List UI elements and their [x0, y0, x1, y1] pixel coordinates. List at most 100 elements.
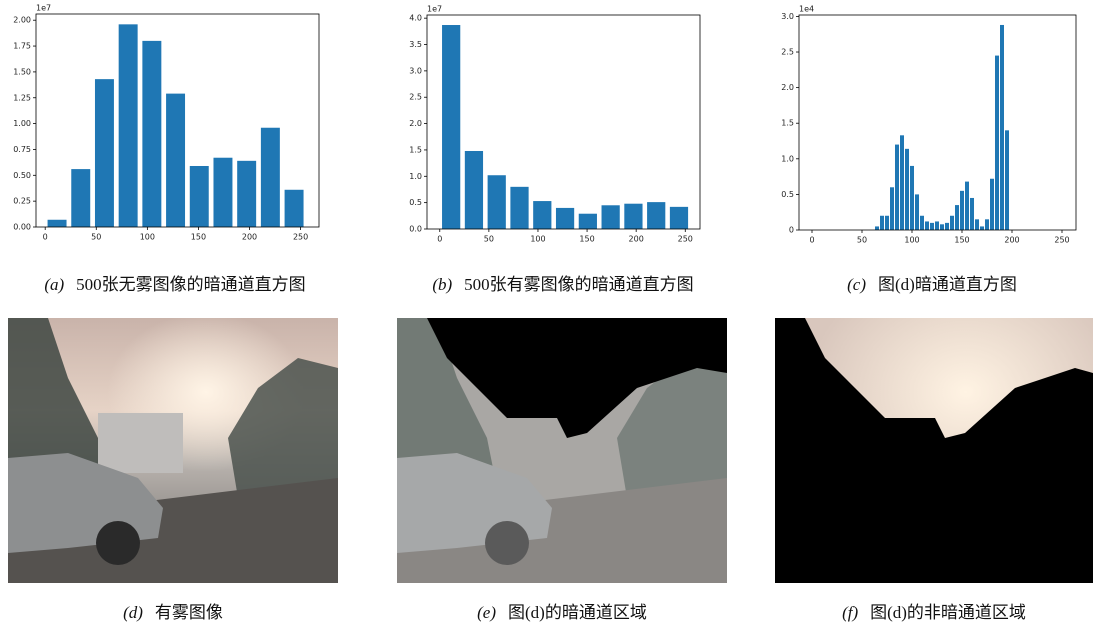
caption-text: 图(d)暗通道直方图 [878, 275, 1017, 294]
y-tick-label: 0.0 [409, 225, 422, 234]
y-tick-label: 3.0 [409, 66, 422, 75]
bar [166, 94, 185, 227]
bar [940, 224, 944, 230]
bar [930, 223, 934, 230]
y-tick-label: 1.0 [781, 154, 794, 163]
bar [556, 208, 574, 229]
y-tick-label: 0 [789, 226, 794, 235]
bar [985, 219, 989, 230]
caption: (c)图(d)暗通道直方图 [762, 270, 1101, 295]
scale-label: 1e7 [427, 5, 442, 14]
bar [213, 158, 232, 227]
caption-text: 有雾图像 [155, 603, 223, 622]
bar [905, 149, 909, 230]
caption: (e) 图(d)的暗通道区域 [392, 598, 732, 623]
x-tick-label: 200 [242, 233, 257, 242]
y-tick-label: 1.25 [13, 93, 31, 102]
bar [624, 204, 642, 229]
caption: (f) 图(d)的非暗通道区域 [764, 598, 1101, 623]
bar [142, 41, 161, 227]
y-tick-label: 3.5 [409, 40, 422, 49]
caption: (d) 有雾图像 [3, 598, 343, 623]
bar [885, 216, 889, 230]
bar [900, 135, 904, 230]
bar [285, 190, 304, 227]
bar [920, 216, 924, 230]
caption: (b)500张有雾图像的暗通道直方图 [393, 270, 733, 295]
x-tick-label: 0 [43, 233, 48, 242]
caption-label: (d) [123, 603, 143, 622]
x-tick-label: 200 [1004, 236, 1019, 245]
x-tick-label: 50 [857, 236, 867, 245]
caption-text: 图(d)的暗通道区域 [508, 603, 647, 622]
x-tick-label: 250 [678, 235, 693, 244]
bar [970, 198, 974, 230]
bar [990, 179, 994, 230]
bar [910, 166, 914, 230]
bar [915, 194, 919, 230]
bar [1000, 25, 1004, 230]
y-tick-label: 2.5 [781, 48, 794, 57]
y-tick-label: 1.50 [13, 67, 31, 76]
y-tick-label: 2.0 [409, 119, 422, 128]
y-tick-label: 1.5 [409, 145, 422, 154]
bar [890, 187, 894, 230]
bar [602, 205, 620, 229]
y-tick-label: 0.75 [13, 145, 31, 154]
x-tick-label: 250 [1054, 236, 1069, 245]
bar [119, 24, 138, 227]
bar [510, 187, 528, 229]
non-dark-channel-region-photo [775, 318, 1093, 583]
caption-label: (a) [44, 275, 64, 294]
bar [488, 175, 506, 229]
bar [533, 201, 551, 229]
y-tick-label: 1.00 [13, 119, 31, 128]
y-tick-label: 0.00 [13, 223, 31, 232]
bar [647, 202, 665, 229]
scale-label: 1e7 [36, 4, 51, 13]
x-tick-label: 0 [809, 236, 814, 245]
x-tick-label: 150 [191, 233, 206, 242]
x-tick-label: 150 [954, 236, 969, 245]
y-tick-label: 2.0 [781, 83, 794, 92]
bar [960, 191, 964, 230]
y-tick-label: 0.5 [409, 198, 422, 207]
x-tick-label: 100 [904, 236, 919, 245]
x-tick-label: 50 [91, 233, 101, 242]
hazy-photo [8, 318, 338, 583]
bar [670, 207, 688, 229]
y-tick-label: 0.50 [13, 171, 31, 180]
bar [71, 169, 90, 227]
caption: (a)500张无雾图像的暗通道直方图 [5, 270, 345, 295]
bar [1005, 130, 1009, 230]
caption-text: 图(d)的非暗通道区域 [870, 603, 1026, 622]
bar [579, 214, 597, 229]
y-tick-label: 4.0 [409, 14, 422, 23]
bar [442, 25, 460, 229]
x-tick-label: 100 [140, 233, 155, 242]
x-tick-label: 250 [293, 233, 308, 242]
bar [875, 226, 879, 230]
y-tick-label: 2.00 [13, 16, 31, 25]
caption-label: (f) [842, 603, 858, 622]
caption-label: (e) [477, 603, 496, 622]
bar [48, 220, 67, 227]
caption-label: (b) [432, 275, 452, 294]
y-tick-label: 0.25 [13, 197, 31, 206]
scale-label: 1e4 [799, 5, 814, 14]
dark-channel-region-photo [397, 318, 727, 583]
y-tick-label: 0.5 [781, 190, 794, 199]
y-tick-label: 1.5 [781, 119, 794, 128]
bar [237, 161, 256, 227]
bar [950, 216, 954, 230]
x-tick-label: 200 [629, 235, 644, 244]
x-tick-label: 150 [579, 235, 594, 244]
bar [895, 145, 899, 230]
y-tick-label: 3.0 [781, 12, 794, 21]
axes-frame [799, 15, 1076, 230]
bar [945, 223, 949, 230]
y-tick-label: 1.75 [13, 42, 31, 51]
bar [880, 216, 884, 230]
x-tick-label: 0 [437, 235, 442, 244]
